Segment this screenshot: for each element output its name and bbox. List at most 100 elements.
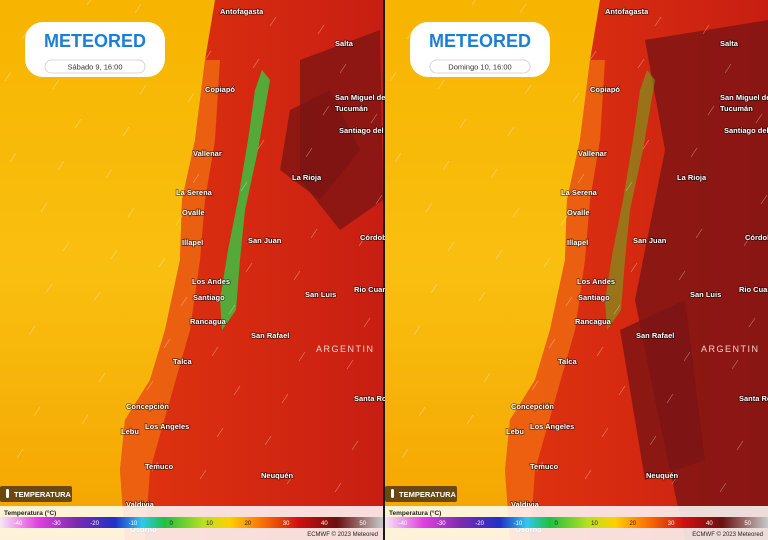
wind-streak: [57, 160, 65, 171]
wind-streak: [447, 241, 455, 252]
wind-streak: [478, 291, 486, 302]
legend-tick: -40: [399, 521, 408, 527]
thermometer-icon: [391, 489, 394, 498]
timestamp: Sábado 9, 16:00: [67, 63, 122, 72]
wind-streak: [21, 29, 29, 40]
wind-streak: [406, 29, 414, 40]
city-label: Santiago: [578, 293, 610, 302]
wind-streak: [146, 380, 154, 391]
wind-streak: [748, 317, 756, 328]
wind-streak: [16, 448, 24, 459]
wind-streak: [483, 372, 491, 383]
wind-streak: [134, 3, 142, 14]
city-label: Temuco: [530, 462, 559, 471]
wind-streak: [45, 283, 53, 294]
wind-streak: [74, 118, 82, 129]
city-label: Rancagua: [575, 317, 612, 326]
wind-streak: [401, 448, 409, 459]
wind-streak: [62, 241, 70, 252]
andes: [220, 70, 270, 330]
wind-streak: [351, 440, 359, 451]
wind-streak: [334, 482, 342, 493]
legend-scale: [0, 517, 383, 528]
wind-streak: [211, 346, 219, 357]
city-label: San Juan: [248, 236, 282, 245]
city-label: Neuquén: [261, 471, 294, 480]
legend-tick: 50: [359, 521, 366, 527]
layer-name: TEMPERATURA: [399, 490, 457, 499]
wind-streak: [9, 152, 17, 163]
wind-streak: [86, 0, 91, 6]
wind-streak: [187, 92, 195, 103]
wind-streak: [536, 461, 544, 472]
city-label: San Rafael: [636, 331, 674, 340]
legend-tick: 10: [206, 521, 213, 527]
timestamp: Domingo 10, 16:00: [448, 63, 511, 72]
wind-streak: [584, 469, 592, 480]
city-label: Tucumán: [335, 104, 368, 113]
city-label: Santiago del: [339, 126, 384, 135]
wind-streak: [122, 126, 130, 137]
wind-streak: [654, 16, 662, 27]
city-label: Illapel: [182, 238, 203, 247]
coast-band: [505, 60, 605, 540]
city-label: Lebu: [121, 427, 139, 436]
wind-streak: [572, 92, 580, 103]
hot-region: [620, 300, 705, 480]
layer-badge: [0, 486, 72, 502]
wind-streak: [642, 139, 650, 150]
wind-streak: [339, 63, 347, 74]
wind-streak: [269, 16, 277, 27]
region-label: ARGENTIN: [701, 344, 760, 354]
wind-streak: [413, 325, 421, 336]
wind-streak: [459, 118, 467, 129]
logo: METEORED: [429, 31, 531, 51]
wind-streak: [560, 215, 568, 226]
legend-tick: -40: [14, 521, 23, 527]
wind-streak: [252, 58, 260, 69]
wind-streak: [305, 147, 313, 158]
legend-tick: 50: [744, 521, 751, 527]
credit: ECMWF © 2023 Meteored: [692, 531, 763, 538]
thermometer-icon: [6, 489, 9, 498]
legend-tick: -10: [129, 521, 138, 527]
wind-streak: [175, 215, 183, 226]
city-label: San Miguel de: [720, 93, 768, 102]
wind-streak: [245, 262, 253, 273]
city-label: Ovalle: [182, 208, 205, 217]
legend-tick: -20: [475, 521, 484, 527]
wind-streak: [158, 257, 166, 268]
logo-box: METEORED Sábado 9, 16:00: [25, 22, 165, 77]
wind-streak: [233, 385, 241, 396]
wind-streak: [281, 393, 289, 404]
wind-streak: [93, 291, 101, 302]
city-label: Vallenar: [193, 149, 222, 158]
wind-streak: [625, 181, 633, 192]
wind-streak: [298, 351, 306, 362]
city-label: Vallenar: [578, 149, 607, 158]
wind-streak: [471, 0, 476, 6]
wind-streak: [760, 194, 768, 205]
map-panel: METEORED Domingo 10, 16:00 Antofagasta Salt…: [385, 0, 768, 540]
wind-streak: [310, 228, 318, 239]
wind-streak: [33, 406, 41, 417]
wind-streak: [127, 207, 135, 218]
wind-streak: [601, 427, 609, 438]
wind-streak: [613, 304, 621, 315]
city-label: Illapel: [567, 238, 588, 247]
legend-title: Temperatura (°C): [4, 509, 56, 517]
city-label: La Serena: [561, 188, 598, 197]
city-label: Talca: [558, 357, 577, 366]
wind-streak: [442, 160, 450, 171]
city-label: Los Angeles: [145, 422, 189, 431]
city-label: La Serena: [176, 188, 213, 197]
logo: METEORED: [44, 31, 146, 51]
credit: ECMWF © 2023 Meteored: [307, 531, 378, 538]
city-label: Antofagasta: [605, 7, 649, 16]
city-label: Córdob: [745, 233, 768, 242]
wind-streak: [719, 482, 727, 493]
wind-streak: [216, 427, 224, 438]
legend-tick: 20: [244, 521, 251, 527]
andes: [605, 70, 655, 330]
